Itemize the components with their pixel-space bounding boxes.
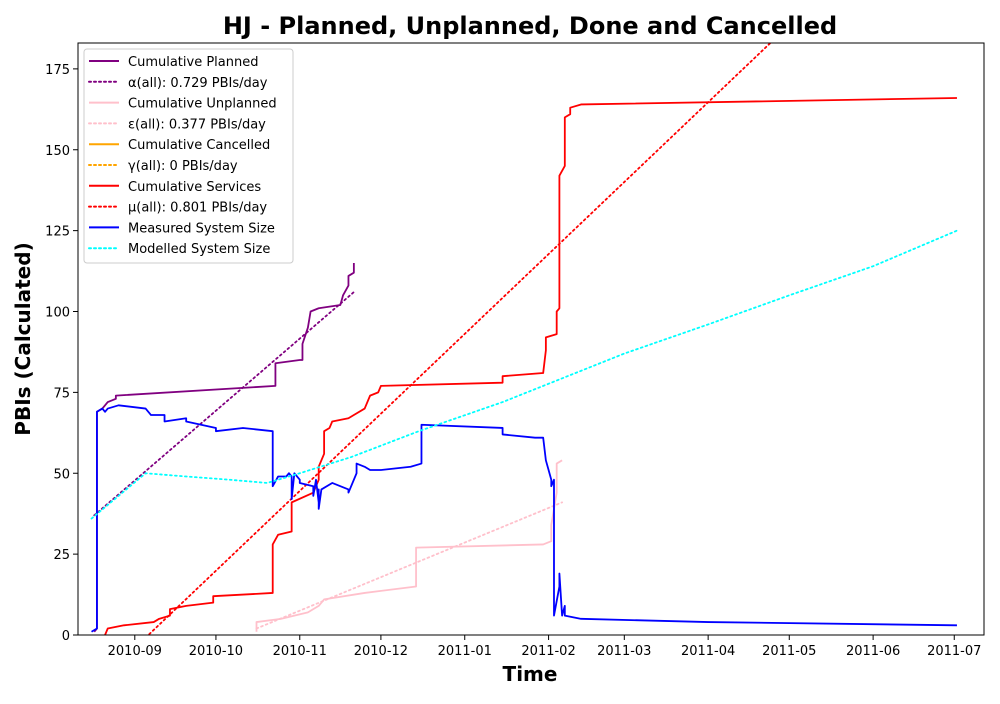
x-tick-label: 2011-03 bbox=[597, 644, 651, 659]
y-axis-label: PBIs (Calculated) bbox=[11, 242, 35, 435]
y-tick-label: 150 bbox=[45, 144, 70, 159]
y-tick-label: 100 bbox=[45, 306, 70, 321]
series-line-modelled-system-size bbox=[90, 229, 958, 520]
plot-frame bbox=[77, 42, 985, 636]
legend-label: Cumulative Unplanned bbox=[128, 97, 277, 112]
x-tick-label: 2010-12 bbox=[354, 644, 408, 659]
legend-label: α(all): 0.729 PBIs/day bbox=[128, 76, 268, 91]
chart-title: HJ - Planned, Unplanned, Done and Cancel… bbox=[223, 12, 837, 40]
x-axis-label: Time bbox=[503, 662, 558, 686]
y-tick-label: 25 bbox=[53, 548, 70, 563]
x-tick-label: 2011-01 bbox=[438, 644, 492, 659]
legend: Cumulative Planned α(all): 0.729 PBIs/day… bbox=[83, 48, 294, 264]
series-line-all-0-729-pbis-day bbox=[93, 291, 355, 517]
legend-label: Modelled System Size bbox=[128, 242, 270, 257]
x-tick-label: 2011-04 bbox=[681, 644, 735, 659]
x-axis: 2010-09 2010-10 2010-11 2010-12 2011-01 2011-… bbox=[108, 635, 981, 659]
legend-label: Measured System Size bbox=[128, 221, 275, 236]
x-tick-label: 2011-05 bbox=[762, 644, 816, 659]
y-axis: 0 25 50 75 100 125 150 175 bbox=[45, 63, 78, 644]
series-line-cumulative-planned bbox=[93, 262, 355, 633]
y-tick-label: 75 bbox=[53, 386, 70, 401]
legend-label: Cumulative Cancelled bbox=[128, 138, 270, 153]
x-tick-label: 2010-09 bbox=[108, 644, 162, 659]
x-tick-label: 2010-11 bbox=[273, 644, 327, 659]
series-line-all-0-801-pbis-day bbox=[147, 43, 772, 635]
plot-area bbox=[77, 42, 985, 636]
x-tick-label: 2011-06 bbox=[846, 644, 900, 659]
y-tick-label: 125 bbox=[45, 225, 70, 240]
series-layer bbox=[90, 43, 958, 635]
x-tick-label: 2011-02 bbox=[521, 644, 575, 659]
y-tick-label: 50 bbox=[53, 467, 70, 482]
x-tick-label: 2010-10 bbox=[189, 644, 243, 659]
series-line-measured-system-size bbox=[91, 404, 957, 633]
legend-label: Cumulative Planned bbox=[128, 55, 258, 70]
x-tick-label: 2011-07 bbox=[927, 644, 981, 659]
legend-label: ε(all): 0.377 PBIs/day bbox=[128, 117, 266, 132]
y-tick-label: 0 bbox=[62, 629, 70, 644]
series-line-cumulative-services bbox=[104, 97, 957, 635]
y-tick-label: 175 bbox=[45, 63, 70, 78]
legend-label: Cumulative Services bbox=[128, 180, 261, 195]
legend-label: γ(all): 0 PBIs/day bbox=[128, 159, 238, 174]
legend-box bbox=[83, 48, 294, 264]
series-line-all-0-377-pbis-day bbox=[255, 501, 563, 630]
legend-label: μ(all): 0.801 PBIs/day bbox=[128, 201, 267, 216]
